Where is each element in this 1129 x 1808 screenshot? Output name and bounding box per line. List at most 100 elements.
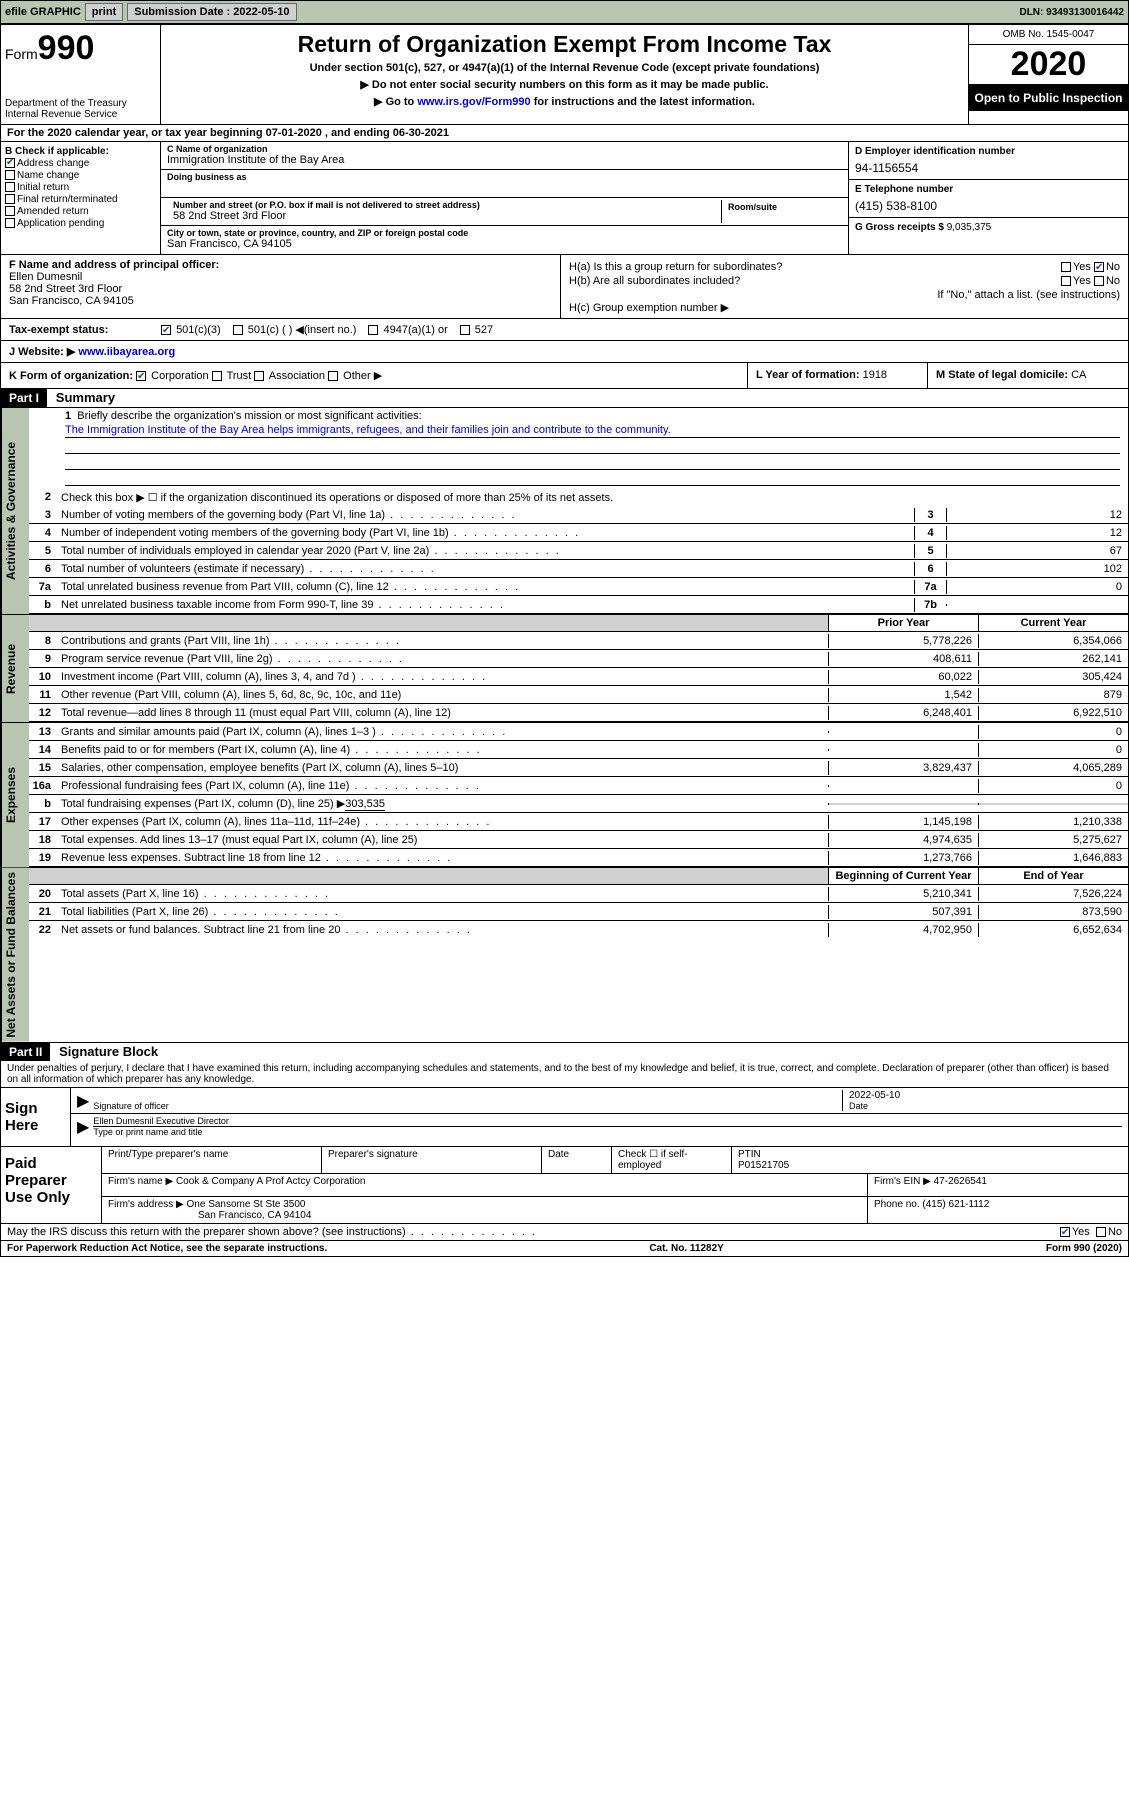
firm-phone: Phone no. (415) 621-1112: [868, 1197, 1128, 1223]
line-8: 8Contributions and grants (Part VIII, li…: [29, 632, 1128, 650]
line-17: 17Other expenses (Part IX, column (A), l…: [29, 813, 1128, 831]
sign-here-row: Sign Here ▶ Signature of officer 2022-05…: [1, 1087, 1128, 1146]
chk-name-change[interactable]: Name change: [5, 170, 156, 181]
part2-header: Part II Signature Block: [1, 1043, 1128, 1061]
form-container: Form990 Department of the Treasury Inter…: [0, 24, 1129, 1257]
f-addr2: San Francisco, CA 94105: [9, 295, 552, 307]
officer-name: Ellen Dumesnil Executive Director: [93, 1116, 1122, 1127]
line-10: 10Investment income (Part VIII, column (…: [29, 668, 1128, 686]
org-name: Immigration Institute of the Bay Area: [167, 154, 842, 166]
chk-trust[interactable]: [212, 371, 222, 381]
col-d-ein: D Employer identification number 94-1156…: [848, 142, 1128, 254]
tab-revenue: Revenue: [1, 615, 29, 722]
irs-label: Internal Revenue Service: [5, 109, 156, 120]
note-goto: ▶ Go to www.irs.gov/Form990 for instruct…: [169, 95, 960, 108]
submission-date: Submission Date : 2022-05-10: [127, 3, 296, 21]
gross-lbl: G Gross receipts $: [855, 222, 944, 233]
prep-date-lbl: Date: [542, 1147, 612, 1173]
tel: (415) 538-8100: [855, 199, 1122, 213]
line-20: 20Total assets (Part X, line 16)5,210,34…: [29, 885, 1128, 903]
v4: 12: [946, 526, 1128, 540]
line-9: 9Program service revenue (Part VIII, lin…: [29, 650, 1128, 668]
line-18: 18Total expenses. Add lines 13–17 (must …: [29, 831, 1128, 849]
dept-treasury: Department of the Treasury: [5, 98, 156, 109]
line-7a: 7aTotal unrelated business revenue from …: [29, 578, 1128, 596]
addr: 58 2nd Street 3rd Floor: [167, 210, 721, 222]
tab-expenses: Expenses: [1, 723, 29, 867]
chk-assoc[interactable]: [254, 371, 264, 381]
line-14: 14Benefits paid to or for members (Part …: [29, 741, 1128, 759]
line-16a: 16aProfessional fundraising fees (Part I…: [29, 777, 1128, 795]
l-lbl: L Year of formation:: [756, 369, 860, 381]
goto-link[interactable]: www.irs.gov/Form990: [417, 96, 530, 108]
section-bcd: B Check if applicable: Address change Na…: [1, 142, 1128, 255]
netassets-section: Net Assets or Fund Balances Beginning of…: [1, 868, 1128, 1043]
part2-title: Signature Block: [53, 1044, 158, 1059]
f-lbl: F Name and address of principal officer:: [9, 259, 552, 271]
print-button[interactable]: print: [85, 3, 123, 21]
firm-name: Firm's name ▶ Cook & Company A Prof Actc…: [102, 1174, 868, 1196]
chk-initial-return[interactable]: Initial return: [5, 182, 156, 193]
line-5: 5Total number of individuals employed in…: [29, 542, 1128, 560]
j-lbl: J Website: ▶: [9, 346, 78, 358]
row-i-tax-status: Tax-exempt status: 501(c)(3) 501(c) ( ) …: [1, 319, 1128, 341]
type-lbl: Type or print name and title: [93, 1127, 1122, 1137]
discuss-no[interactable]: No: [1096, 1226, 1122, 1238]
addr-lbl: Number and street (or P.O. box if mail i…: [167, 200, 721, 210]
form-prefix: Form: [5, 46, 38, 62]
chk-address-change[interactable]: Address change: [5, 158, 156, 169]
line-11: 11Other revenue (Part VIII, column (A), …: [29, 686, 1128, 704]
revenue-content: Prior Year Current Year 8Contributions a…: [29, 615, 1128, 722]
ch-beginning: Beginning of Current Year: [828, 868, 978, 884]
city-lbl: City or town, state or province, country…: [167, 228, 842, 238]
discuss-row: May the IRS discuss this return with the…: [1, 1223, 1128, 1240]
chk-501c[interactable]: 501(c) ( ) ◀(insert no.): [233, 323, 357, 336]
tax-year: 2020: [969, 45, 1128, 85]
sig-officer-line: ▶ Signature of officer 2022-05-10 Date: [71, 1088, 1128, 1114]
form-header: Form990 Department of the Treasury Inter…: [1, 25, 1128, 125]
ch-prior: Prior Year: [828, 615, 978, 631]
line-22: 22Net assets or fund balances. Subtract …: [29, 921, 1128, 939]
row-klm: K Form of organization: Corporation Trus…: [1, 363, 1128, 389]
sig-declaration: Under penalties of perjury, I declare th…: [1, 1061, 1128, 1087]
prep-ptin: PTINP01521705: [732, 1147, 1128, 1173]
sig-date: 2022-05-10 Date: [842, 1090, 1122, 1111]
form-title: Return of Organization Exempt From Incom…: [169, 31, 960, 58]
ha-yn: Yes No: [1061, 261, 1120, 273]
sign-here-fields: ▶ Signature of officer 2022-05-10 Date ▶…: [71, 1088, 1128, 1146]
line-4: 4Number of independent voting members of…: [29, 524, 1128, 542]
rev-col-headers: Prior Year Current Year: [29, 615, 1128, 632]
line-1: 1 Briefly describe the organization's mi…: [29, 408, 1128, 488]
form-number: Form990: [5, 29, 156, 68]
revenue-section: Revenue Prior Year Current Year 8Contrib…: [1, 615, 1128, 723]
mission-text[interactable]: The Immigration Institute of the Bay Are…: [65, 424, 671, 436]
chk-4947[interactable]: 4947(a)(1) or: [368, 324, 447, 336]
website-link[interactable]: www.iibayarea.org: [78, 346, 175, 358]
m-lbl: M State of legal domicile:: [936, 369, 1068, 381]
chk-corp[interactable]: [136, 371, 146, 381]
part1-badge: Part I: [1, 389, 47, 407]
topbar: efile GRAPHIC print Submission Date : 20…: [0, 0, 1129, 24]
chk-final-return[interactable]: Final return/terminated: [5, 194, 156, 205]
footer-form: Form 990 (2020): [1046, 1243, 1122, 1254]
ha-line: H(a) Is this a group return for subordin…: [569, 261, 1120, 273]
chk-amended[interactable]: Amended return: [5, 206, 156, 217]
governance-section: Activities & Governance 1 Briefly descri…: [1, 408, 1128, 615]
firm-ein: Firm's EIN ▶ 47-2626541: [868, 1174, 1128, 1196]
tel-box: E Telephone number (415) 538-8100: [849, 180, 1128, 218]
footer-cat: Cat. No. 11282Y: [649, 1243, 723, 1254]
arrow-icon: ▶: [77, 1091, 89, 1111]
row-j-website: J Website: ▶ www.iibayarea.org: [1, 341, 1128, 363]
prep-line-3: Firm's address ▶ One Sansome St Ste 3500…: [102, 1197, 1128, 1223]
ch-current: Current Year: [978, 615, 1128, 631]
efile-label: efile GRAPHIC: [5, 6, 81, 18]
chk-501c3[interactable]: 501(c)(3): [161, 324, 221, 336]
header-right: OMB No. 1545-0047 2020 Open to Public In…: [968, 25, 1128, 124]
chk-other[interactable]: [328, 371, 338, 381]
city: San Francisco, CA 94105: [167, 238, 842, 250]
chk-527[interactable]: 527: [460, 324, 493, 336]
v3: 12: [946, 508, 1128, 522]
sig-officer-lbl: Signature of officer: [93, 1101, 842, 1111]
discuss-yes[interactable]: Yes: [1060, 1226, 1090, 1238]
chk-application-pending[interactable]: Application pending: [5, 218, 156, 229]
